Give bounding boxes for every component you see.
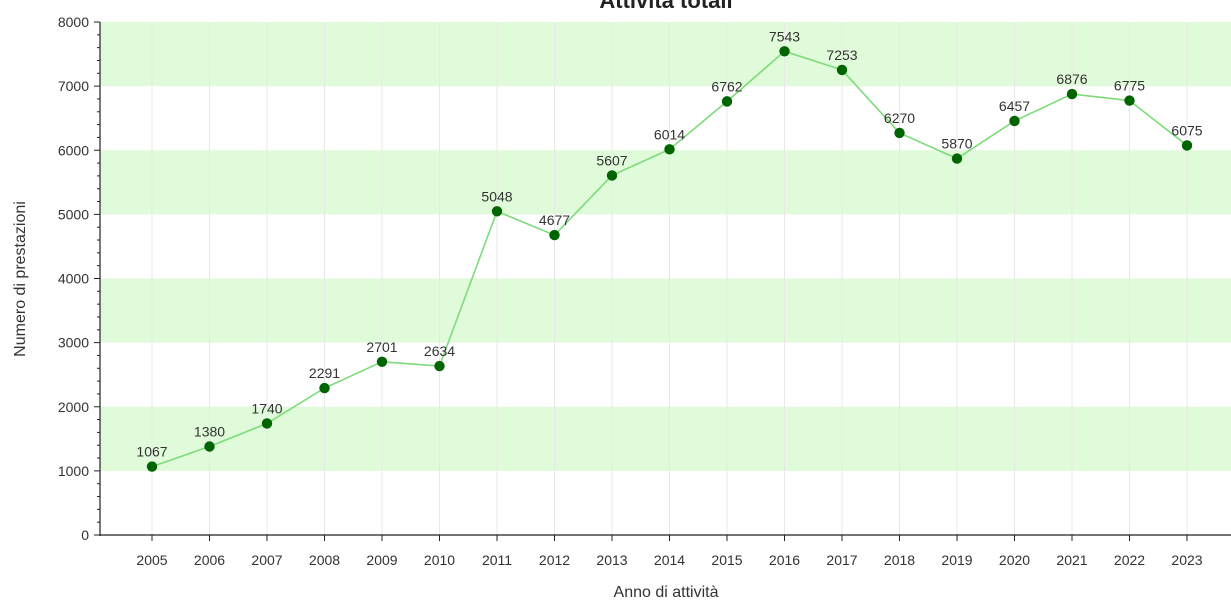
- data-label: 7543: [769, 28, 800, 44]
- y-tick-label: 8000: [58, 14, 89, 30]
- x-tick-label: 2017: [826, 552, 857, 568]
- y-band: [100, 22, 1231, 87]
- data-point: [836, 64, 848, 76]
- data-point: [779, 46, 790, 57]
- data-label: 6075: [1171, 122, 1202, 138]
- x-tick-label: 2020: [999, 552, 1030, 568]
- x-axis-ticks: 2005 2006 2007 2008 2009 2010 2011 2012 2013 2014…: [136, 535, 1203, 568]
- x-tick-label: 2012: [539, 552, 570, 568]
- data-label: 2634: [424, 343, 455, 359]
- x-tick-label: 2015: [711, 552, 742, 568]
- y-tick-label: 3000: [58, 335, 89, 351]
- x-tick-label: 2022: [1114, 552, 1145, 568]
- y-tick-label: 2000: [58, 399, 89, 415]
- x-tick-label: 2021: [1056, 552, 1087, 568]
- x-tick-label: 2011: [482, 552, 512, 568]
- data-label: 6270: [884, 110, 915, 126]
- x-tick-label: 2013: [596, 552, 627, 568]
- data-point: [664, 144, 675, 155]
- y-tick-label: 7000: [58, 78, 89, 94]
- x-tick-label: 2019: [941, 552, 972, 568]
- data-point: [606, 170, 618, 181]
- data-point: [261, 418, 273, 429]
- data-point: [1124, 95, 1135, 106]
- x-tick-label: 2008: [309, 552, 340, 568]
- x-tick-label: 2023: [1171, 552, 1202, 568]
- data-label: 1740: [251, 400, 282, 416]
- data-label: 4677: [539, 212, 570, 228]
- data-label: 5870: [941, 136, 972, 152]
- y-tick-label: 5000: [58, 206, 89, 222]
- y-axis-title: Numero di prestazioni: [12, 201, 29, 357]
- data-point: [1181, 140, 1193, 151]
- data-label: 2701: [366, 339, 397, 355]
- y-tick-label: 6000: [58, 142, 89, 158]
- data-point: [1066, 88, 1078, 100]
- y-band: [100, 406, 1231, 471]
- data-label: 6762: [711, 78, 742, 94]
- data-label: 6014: [654, 126, 685, 142]
- data-point: [146, 461, 158, 472]
- data-label: 1067: [136, 444, 167, 460]
- x-tick-label: 2006: [194, 552, 225, 568]
- y-band: [100, 150, 1231, 215]
- data-point: [434, 360, 445, 372]
- data-label: 6775: [1114, 78, 1145, 94]
- data-point: [951, 153, 963, 164]
- y-bands: [100, 22, 1231, 471]
- y-band: [100, 278, 1231, 343]
- data-label: 5607: [596, 152, 627, 168]
- y-tick-label: 4000: [58, 271, 89, 287]
- series: [146, 46, 1193, 472]
- data-point: [204, 441, 215, 452]
- data-point: [549, 229, 560, 241]
- x-tick-label: 2007: [251, 552, 282, 568]
- y-tick-label: 0: [81, 527, 89, 543]
- data-label: 6876: [1056, 71, 1087, 87]
- data-point: [894, 127, 905, 139]
- data-point: [721, 96, 733, 107]
- data-label: 7253: [826, 47, 857, 63]
- data-label: 6457: [999, 98, 1030, 114]
- x-tick-label: 2016: [769, 552, 800, 568]
- data-point: [376, 356, 388, 367]
- data-label: 5048: [481, 188, 512, 204]
- data-label: 2291: [309, 365, 340, 381]
- data-point: [319, 382, 330, 394]
- data-labels: 1067 1380 1740 2291 2701 2634 5048 4677 5607 6014…: [136, 28, 1202, 459]
- y-tick-label: 1000: [58, 463, 89, 479]
- y-axis-ticks: 0 1000 2000 3000 4000 5000 6000 7000 8000: [58, 14, 100, 543]
- chart-title: Attività totali: [599, 0, 732, 13]
- x-tick-label: 2018: [884, 552, 915, 568]
- x-axis-title: Anno di attività: [614, 584, 719, 600]
- x-tick-label: 2010: [424, 552, 455, 568]
- data-point: [491, 206, 503, 217]
- x-tick-label: 2009: [366, 552, 397, 568]
- x-tick-label: 2014: [654, 552, 685, 568]
- data-label: 1380: [194, 424, 225, 440]
- x-tick-label: 2005: [136, 552, 167, 568]
- data-point: [1009, 115, 1020, 127]
